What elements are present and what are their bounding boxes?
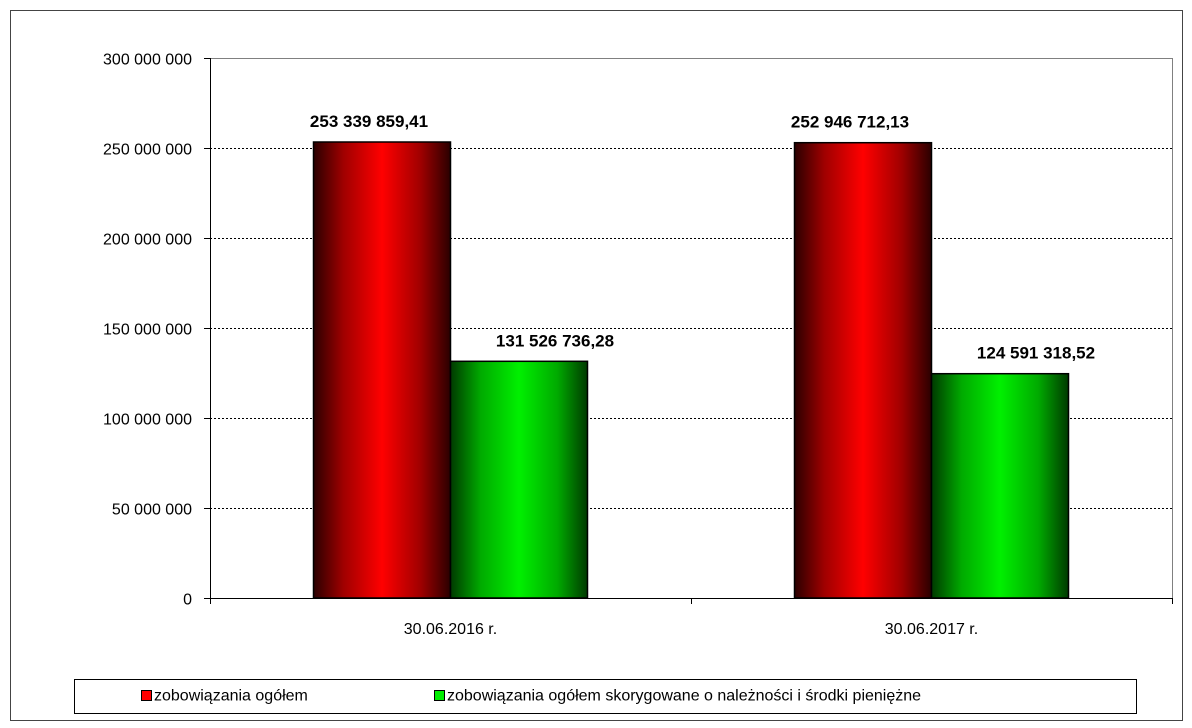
data-label-series-1-cat-1: 253 339 859,41 [310,112,428,131]
data-label-series-2-cat-1: 131 526 736,28 [496,331,614,350]
y-tick-label: 200 000 000 [103,232,192,249]
bar-series-1-cat-2 [793,141,933,599]
legend-label-series-2: zobowiązania ogółem skorygowane o należn… [447,688,921,705]
x-tick-label: 30.06.2016 r. [404,621,497,638]
legend-swatch-series-1 [141,690,152,701]
data-label-series-1-cat-2: 252 946 712,13 [791,113,909,132]
data-label-series-2-cat-2: 124 591 318,52 [977,344,1095,363]
y-tick-label: 50 000 000 [112,502,192,519]
y-tick-label: 100 000 000 [103,412,192,429]
legend-box [74,679,1137,714]
y-tick-label: 300 000 000 [103,52,192,69]
legend-label-series-1: zobowiązania ogółem [154,688,308,705]
y-tick-label: 150 000 000 [103,322,192,339]
data-labels: 253 339 859,41 131 526 736,28 252 946 712,… [310,112,1095,363]
legend: zobowiązania ogółem zobowiązania ogółem … [74,679,1137,714]
y-tick-label: 250 000 000 [103,142,192,159]
bar-series-1-cat-1 [312,141,452,599]
chart-border [10,10,1183,721]
bars [312,141,1070,599]
legend-swatch-series-2 [434,690,445,701]
y-tick-label: 0 [183,592,192,609]
y-axis: 0 50 000 000 100 000 000 150 000 000 200 000… [103,52,211,609]
x-axis: 30.06.2016 r. 30.06.2017 r. [210,598,1173,638]
bar-series-2-cat-2 [930,372,1070,599]
bar-series-2-cat-1 [449,360,589,599]
x-tick-label: 30.06.2017 r. [885,621,978,638]
